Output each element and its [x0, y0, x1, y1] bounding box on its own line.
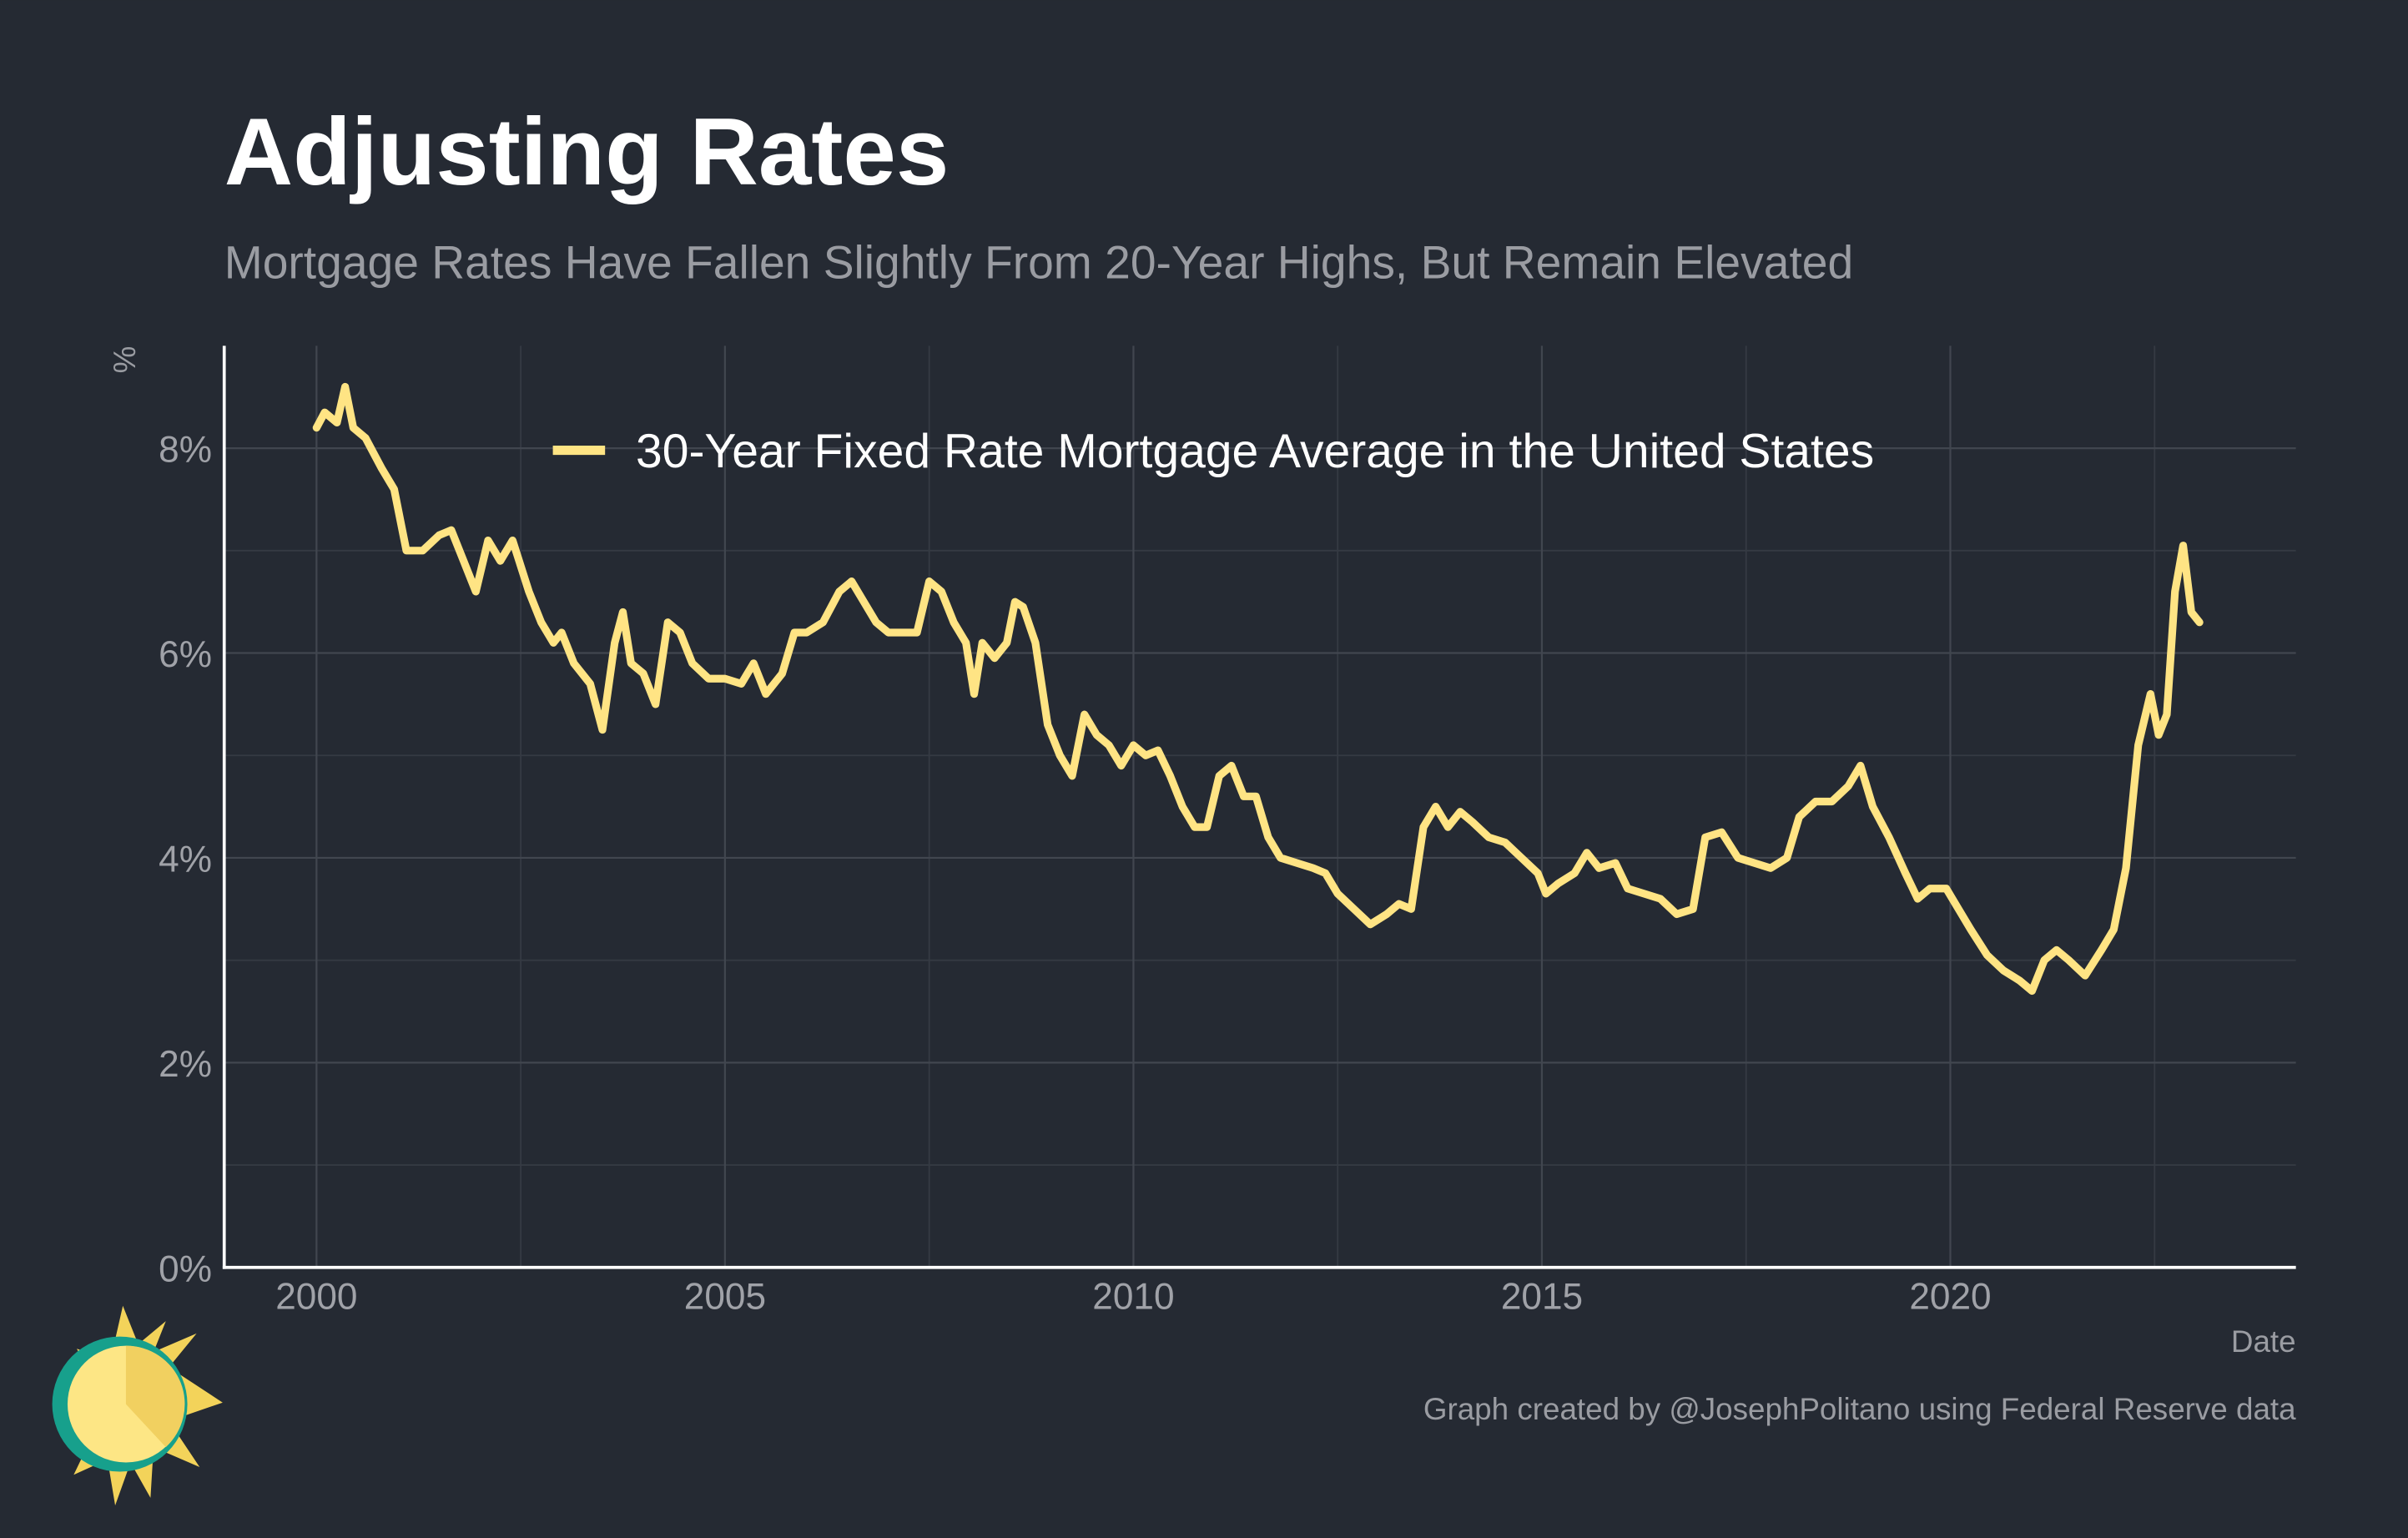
y-axis-title: %: [108, 346, 142, 374]
y-tick-label: 6%: [159, 634, 212, 675]
x-tick-label: 2005: [684, 1276, 766, 1317]
y-tick-label: 4%: [159, 840, 212, 880]
chart-subtitle: Mortgage Rates Have Fallen Slightly From…: [224, 236, 1853, 288]
chart-title: Adjusting Rates: [224, 99, 950, 205]
x-tick-label: 2000: [275, 1276, 357, 1317]
legend-label: 30-Year Fixed Rate Mortgage Average in t…: [636, 425, 1874, 478]
y-tick-label: 2%: [159, 1044, 212, 1085]
x-tick-label: 2020: [1909, 1276, 1991, 1317]
x-tick-label: 2015: [1501, 1276, 1583, 1317]
y-tick-label: 0%: [159, 1248, 212, 1289]
y-tick-label: 8%: [159, 430, 212, 471]
x-axis-title: Date: [2231, 1324, 2296, 1359]
logo: [52, 1305, 223, 1506]
data-line: [312, 382, 2204, 996]
caption: Graph created by @JosephPolitano using F…: [1423, 1392, 2296, 1426]
x-tick-label: 2010: [1092, 1276, 1174, 1317]
